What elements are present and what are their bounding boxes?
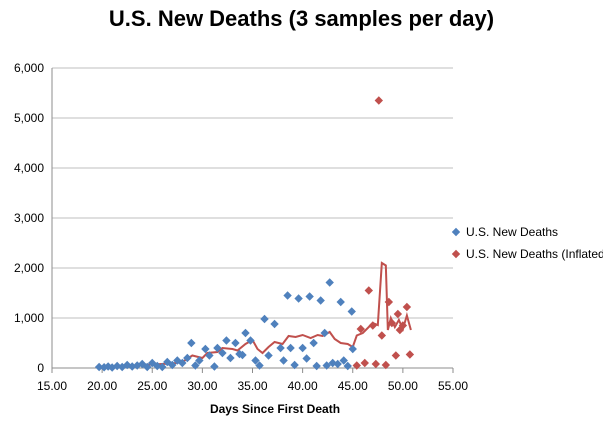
data-point-series-1 — [320, 328, 329, 338]
data-point-series-1 — [309, 338, 318, 348]
data-point-series-1 — [325, 278, 334, 287]
x-tick-label: 25.00 — [137, 379, 167, 393]
legend-label-series-2: U.S. New Deaths (Inflated) — [466, 247, 603, 261]
data-point-series-1 — [260, 314, 269, 324]
data-point-series-1 — [148, 358, 157, 368]
data-point-series-2 — [393, 309, 403, 319]
data-point-series-2 — [356, 324, 365, 334]
data-point-series-2 — [398, 321, 408, 330]
data-point-series-1 — [143, 362, 152, 372]
data-point-series-1 — [187, 338, 196, 348]
data-point-series-1 — [294, 294, 303, 303]
data-point-series-1 — [218, 348, 227, 358]
data-point-series-1 — [302, 354, 311, 363]
data-point-series-1 — [276, 343, 285, 353]
data-point-series-1 — [241, 328, 250, 338]
y-tick-label: 0 — [37, 361, 44, 375]
data-point-series-1 — [298, 343, 307, 353]
data-point-series-1 — [205, 351, 214, 360]
data-point-series-1 — [222, 336, 231, 345]
data-point-series-1 — [270, 319, 279, 329]
data-point-series-1 — [316, 296, 325, 305]
data-point-series-1 — [183, 353, 192, 363]
data-point-series-1 — [279, 356, 288, 365]
y-tick-label: 3,000 — [14, 211, 44, 225]
y-tick-label: 5,000 — [14, 111, 44, 125]
data-point-series-1 — [336, 297, 345, 307]
data-point-series-2 — [374, 96, 384, 105]
data-point-series-1 — [238, 350, 247, 360]
data-point-series-1 — [305, 292, 314, 301]
legend-label-series-1: U.S. New Deaths — [466, 225, 558, 239]
data-point-series-1 — [283, 291, 292, 300]
data-point-series-1 — [195, 356, 204, 365]
data-point-series-1 — [231, 338, 240, 348]
data-point-series-2 — [364, 286, 373, 295]
y-tick-label: 1,000 — [14, 311, 44, 325]
data-point-series-2 — [387, 318, 397, 328]
data-point-series-1 — [339, 356, 348, 365]
x-tick-label: 45.00 — [338, 379, 368, 393]
data-point-series-2 — [402, 302, 412, 312]
data-point-series-1 — [226, 353, 235, 363]
data-point-series-1 — [348, 344, 357, 354]
chart-title: U.S. New Deaths (3 samples per day) — [108, 6, 495, 31]
x-axis-label: Days Since First Death — [209, 402, 341, 416]
data-point-series-2 — [352, 361, 361, 370]
data-point-series-1 — [178, 358, 187, 368]
y-tick-label: 6,000 — [14, 61, 44, 75]
data-point-series-1 — [322, 361, 331, 370]
data-point-series-1 — [99, 363, 109, 372]
data-point-series-1 — [158, 362, 167, 372]
data-point-series-1 — [333, 359, 342, 369]
data-point-series-2 — [391, 351, 401, 360]
data-point-series-1 — [286, 343, 295, 353]
data-point-series-1 — [173, 356, 182, 365]
data-point-series-1 — [255, 361, 264, 370]
data-point-series-2 — [371, 359, 381, 369]
data-point-series-1 — [343, 361, 352, 371]
legend-marker-series-2 — [451, 249, 461, 259]
data-point-series-1 — [112, 361, 122, 371]
data-point-series-2 — [360, 358, 369, 368]
data-point-series-2 — [368, 321, 377, 330]
data-point-series-1 — [290, 360, 299, 370]
x-tick-label: 20.00 — [87, 379, 117, 393]
x-tick-label: 30.00 — [187, 379, 217, 393]
data-point-series-1 — [312, 361, 321, 371]
data-point-series-1 — [246, 336, 255, 345]
data-point-series-1 — [210, 362, 219, 371]
data-point-series-1 — [168, 360, 177, 370]
x-tick-label: 40.00 — [288, 379, 318, 393]
data-point-series-1 — [201, 344, 210, 354]
data-point-series-2 — [405, 350, 415, 359]
x-tick-label: 50.00 — [388, 379, 418, 393]
legend-marker-series-1 — [451, 227, 461, 237]
data-point-series-1 — [122, 360, 132, 370]
x-tick-label: 55.00 — [438, 379, 468, 393]
data-point-series-1 — [94, 362, 104, 372]
data-point-series-2 — [384, 297, 394, 307]
data-point-series-1 — [264, 351, 273, 360]
x-tick-label: 15.00 — [37, 379, 67, 393]
trend-line — [99, 261, 412, 368]
data-point-series-1 — [251, 356, 260, 365]
y-tick-label: 2,000 — [14, 261, 44, 275]
data-point-series-1 — [347, 307, 356, 316]
y-tick-label: 4,000 — [14, 161, 44, 175]
x-tick-label: 35.00 — [237, 379, 267, 393]
data-point-series-1 — [213, 343, 222, 353]
data-point-series-1 — [191, 361, 200, 370]
data-point-series-2 — [377, 331, 387, 340]
data-point-series-2 — [381, 360, 391, 370]
